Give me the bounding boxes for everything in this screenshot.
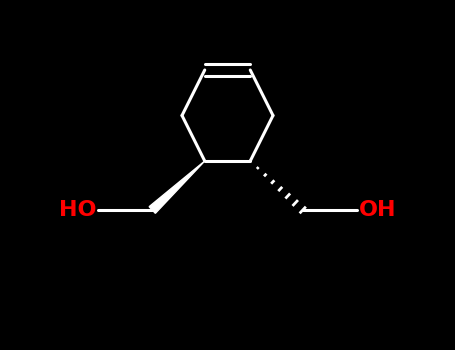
Polygon shape (149, 161, 205, 214)
Text: OH: OH (359, 200, 396, 220)
Text: HO: HO (59, 200, 96, 220)
